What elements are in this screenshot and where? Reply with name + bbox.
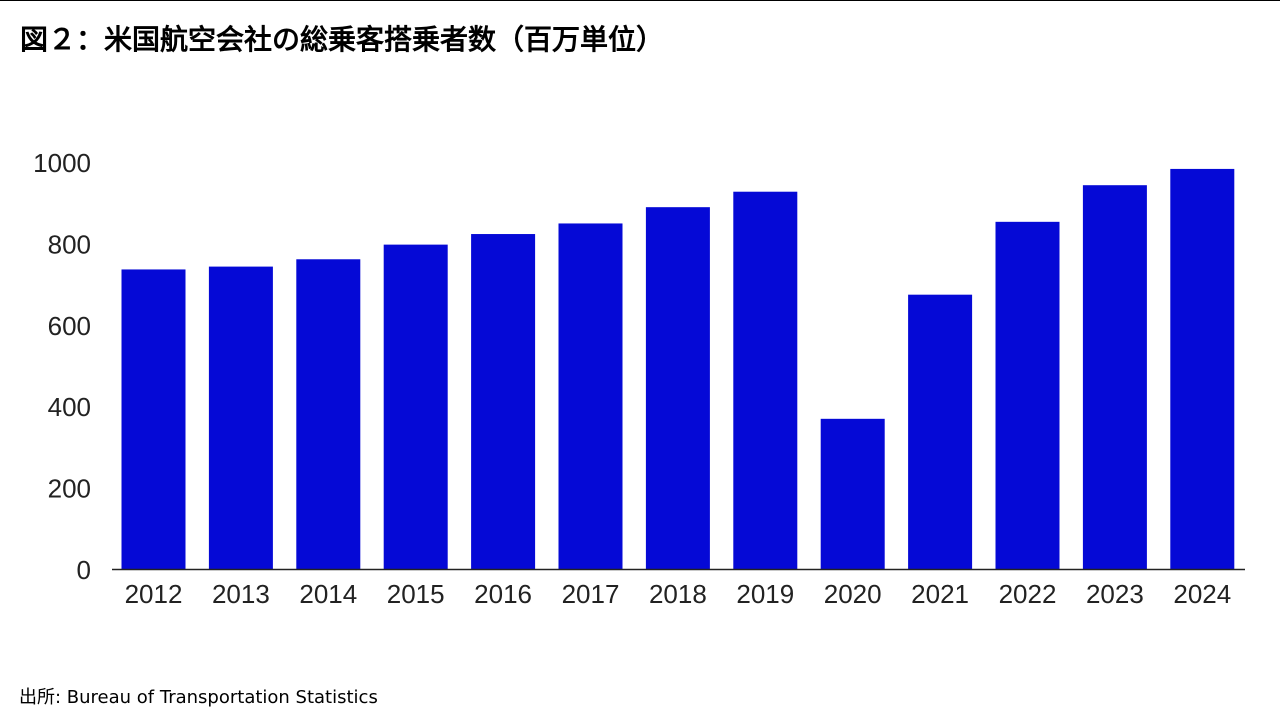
x-tick-label: 2015 bbox=[387, 579, 445, 609]
y-tick-label: 1000 bbox=[33, 148, 91, 178]
x-tick-label: 2016 bbox=[474, 579, 532, 609]
x-tick-label: 2023 bbox=[1086, 579, 1144, 609]
bar-2022 bbox=[995, 221, 1060, 570]
bars bbox=[121, 168, 1235, 570]
top-rule bbox=[0, 0, 1280, 1]
x-tick-label: 2020 bbox=[824, 579, 882, 609]
bar-2012 bbox=[121, 269, 186, 569]
y-axis-ticks: 0 200 400 600 800 1000 bbox=[33, 148, 91, 585]
bar-2016 bbox=[471, 234, 536, 569]
y-tick-label: 600 bbox=[48, 311, 91, 341]
x-tick-label: 2013 bbox=[212, 579, 270, 609]
x-axis-ticks: 2012 2013 2014 2015 2016 2017 2018 2019 2020 2021… bbox=[125, 579, 1232, 609]
chart-title: 図２：米国航空会社の総乗客搭乗者数（百万単位） bbox=[20, 23, 665, 56]
bar-2017 bbox=[558, 223, 623, 569]
x-tick-label: 2017 bbox=[562, 579, 620, 609]
bar-2014 bbox=[296, 259, 361, 569]
x-tick-label: 2014 bbox=[299, 579, 357, 609]
y-tick-label: 200 bbox=[48, 474, 91, 504]
y-tick-label: 800 bbox=[48, 229, 91, 259]
bar-2023 bbox=[1082, 185, 1147, 569]
bar-2015 bbox=[383, 244, 448, 569]
source-note: 出所: Bureau of Transportation Statistics bbox=[19, 687, 378, 708]
bar-2019 bbox=[733, 191, 798, 569]
x-tick-label: 2024 bbox=[1173, 579, 1231, 609]
x-tick-label: 2021 bbox=[911, 579, 969, 609]
bar-2013 bbox=[208, 266, 273, 569]
bar-2021 bbox=[908, 294, 973, 569]
y-tick-label: 400 bbox=[48, 392, 91, 422]
x-tick-label: 2018 bbox=[649, 579, 707, 609]
bar-2024 bbox=[1170, 168, 1235, 569]
x-tick-label: 2019 bbox=[736, 579, 794, 609]
bar-2018 bbox=[645, 207, 710, 569]
y-tick-label: 0 bbox=[77, 555, 91, 585]
x-tick-label: 2012 bbox=[125, 579, 183, 609]
x-tick-label: 2022 bbox=[999, 579, 1057, 609]
bar-2020 bbox=[820, 418, 885, 569]
